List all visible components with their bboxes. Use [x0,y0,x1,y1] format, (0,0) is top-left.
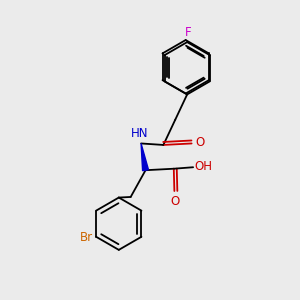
Text: F: F [185,26,191,38]
Polygon shape [141,143,148,171]
Text: OH: OH [195,160,213,173]
Text: Br: Br [80,231,93,244]
Text: HN: HN [131,127,148,140]
Text: O: O [195,136,204,149]
Text: O: O [170,196,179,208]
